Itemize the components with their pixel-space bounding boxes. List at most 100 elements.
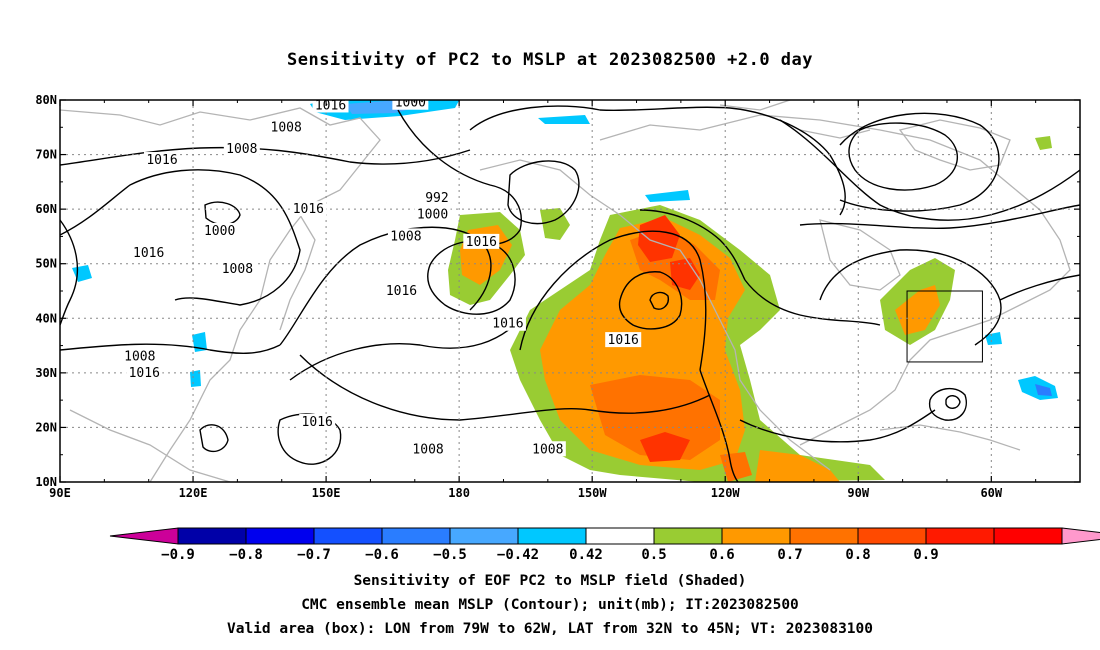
contour-label-bg bbox=[299, 413, 336, 429]
contour-label: 1008 bbox=[226, 142, 257, 157]
coastline-greenland bbox=[898, 119, 1011, 171]
colorbar-swatch bbox=[721, 527, 791, 545]
contour-label: 992 bbox=[425, 191, 448, 206]
contour-label: 1000 bbox=[204, 224, 235, 239]
sensitivity-shade-darkorange bbox=[720, 452, 752, 482]
contour-line bbox=[639, 209, 746, 281]
sensitivity-shade-orange bbox=[895, 285, 940, 335]
contour-label-bg bbox=[387, 228, 424, 244]
colorbar-label: 0.7 bbox=[777, 547, 802, 563]
colorbar-swatch bbox=[381, 527, 451, 545]
lon-tick-label: 150E bbox=[312, 486, 341, 500]
contour-label: 1016 bbox=[466, 235, 497, 250]
lat-tick-label: 60N bbox=[35, 202, 57, 216]
contour-line bbox=[928, 387, 967, 421]
coastline-hudson bbox=[819, 219, 901, 291]
contour-line bbox=[649, 291, 669, 310]
sensitivity-shade-red bbox=[670, 258, 700, 290]
sensitivity-shade-blue bbox=[1035, 384, 1052, 396]
contour-label: 1000 bbox=[417, 208, 448, 223]
colorbar-swatch bbox=[925, 527, 995, 545]
colorbar-swatch bbox=[245, 527, 315, 545]
contour-line bbox=[799, 204, 1080, 229]
contour-labels: 1016 1000 1008 1008 1008 1016 992 1000 1016 1000 1… bbox=[121, 100, 642, 457]
contour-line bbox=[699, 369, 739, 482]
colorbar: −0.9 −0.8 −0.7 −0.6 −0.5 −0.42 0.42 0.5 0.6 0.7 0.… bbox=[109, 527, 1100, 563]
sensitivity-shade-green bbox=[1035, 136, 1052, 150]
footer-line-2: CMC ensemble mean MSLP (Contour); unit(m… bbox=[301, 597, 799, 613]
contour-label-bg bbox=[201, 222, 238, 238]
contour-label-bg bbox=[463, 233, 500, 249]
contour-line bbox=[519, 230, 707, 371]
coastline-north-america bbox=[599, 114, 1071, 446]
contour-label: 1016 bbox=[133, 246, 164, 261]
contour-label-bg bbox=[219, 261, 256, 277]
colorbar-label: 0.6 bbox=[709, 547, 734, 563]
colorbar-swatch bbox=[177, 527, 247, 545]
contour-line bbox=[60, 146, 471, 166]
contour-label-bg bbox=[414, 206, 451, 222]
lat-tick-label: 10N bbox=[35, 475, 57, 489]
colorbar-label: 0.8 bbox=[845, 547, 870, 563]
lat-tick-label: 80N bbox=[35, 93, 57, 107]
contour-line bbox=[999, 274, 1080, 301]
lat-tick-label: 50N bbox=[35, 257, 57, 271]
contour-label-bg bbox=[392, 100, 429, 110]
lon-tick-label: 60W bbox=[980, 486, 1002, 500]
contour-label: 1008 bbox=[222, 262, 253, 277]
mslp-contours bbox=[60, 105, 1080, 482]
coastline-islands bbox=[69, 409, 231, 482]
sensitivity-shade-red bbox=[638, 215, 680, 262]
lat-tick-label: 30N bbox=[35, 366, 57, 380]
contour-line bbox=[779, 119, 1080, 221]
colorbar-swatch bbox=[449, 527, 519, 545]
colorbar-swatch bbox=[789, 527, 859, 545]
contour-label-bg bbox=[489, 315, 526, 331]
contour-line bbox=[199, 424, 229, 453]
contour-label: 1016 bbox=[293, 202, 324, 217]
sensitivity-shade-darkorange bbox=[590, 375, 720, 460]
lon-tick-label: 90W bbox=[847, 486, 869, 500]
contour-label: 1016 bbox=[129, 366, 160, 381]
colorbar-label: −0.7 bbox=[297, 547, 331, 563]
lon-tick-label: 120W bbox=[711, 486, 741, 500]
contour-label-bg bbox=[422, 190, 451, 206]
coastline-alaska bbox=[479, 159, 831, 471]
contour-label-bg bbox=[529, 441, 566, 457]
contour-label: 1008 bbox=[124, 349, 155, 364]
colorbar-label: 0.5 bbox=[641, 547, 666, 563]
footer-line-3: Valid area (box): LON from 79W to 62W, L… bbox=[226, 621, 873, 637]
colorbar-label: −0.9 bbox=[161, 547, 195, 563]
sensitivity-shade-red bbox=[640, 432, 690, 462]
contour-label-bg bbox=[223, 141, 260, 157]
contour-label: 1016 bbox=[386, 284, 417, 299]
colorbar-swatch bbox=[517, 527, 587, 545]
contour-label: 1008 bbox=[532, 442, 563, 457]
contour-line bbox=[60, 169, 301, 306]
contour-line bbox=[744, 279, 881, 326]
contour-label-bg bbox=[312, 100, 349, 113]
sensitivity-shade-blue bbox=[985, 332, 1002, 345]
lat-tick-label: 20N bbox=[35, 420, 57, 434]
sensitivity-shade-blue bbox=[72, 265, 92, 282]
contour-label: 1016 bbox=[146, 153, 177, 168]
coastline-islands-north bbox=[719, 100, 871, 139]
colorbar-label: −0.6 bbox=[365, 547, 399, 563]
colorbar-swatch bbox=[993, 527, 1063, 545]
lat-tick-label: 70N bbox=[35, 148, 57, 162]
plot-title: Sensitivity of PC2 to MSLP at 2023082500… bbox=[286, 50, 813, 70]
contour-line bbox=[60, 343, 281, 354]
colorbar-label: 0.9 bbox=[913, 547, 938, 563]
colorbar-swatch bbox=[585, 527, 655, 545]
contour-label-bg bbox=[130, 244, 167, 260]
contour-label: 1016 bbox=[302, 415, 333, 430]
colorbar-arrow-left bbox=[109, 527, 179, 545]
sensitivity-shade-orange bbox=[755, 450, 840, 482]
contour-line bbox=[289, 319, 521, 381]
contour-label: 1008 bbox=[390, 229, 421, 244]
contour-label-bg bbox=[144, 152, 180, 168]
colorbar-swatch bbox=[857, 527, 927, 545]
lon-tick-label: 120E bbox=[179, 486, 208, 500]
contour-label-bg bbox=[290, 201, 327, 217]
